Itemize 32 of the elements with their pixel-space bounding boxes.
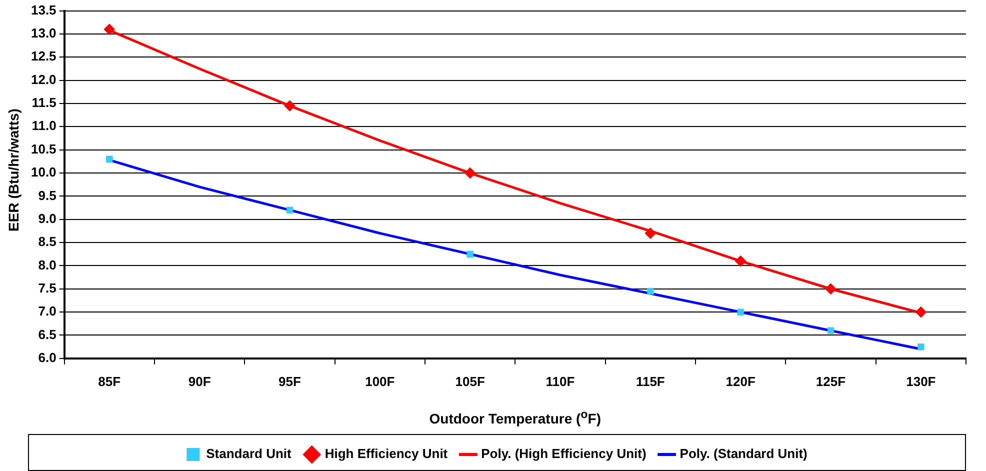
x-tick-label: 115F: [636, 374, 665, 389]
y-tick-label: 9.5: [38, 188, 56, 203]
x-tick-label: 100F: [365, 374, 395, 389]
x-tick-label: 125F: [816, 374, 846, 389]
y-tick-label: 6.5: [38, 326, 56, 342]
y-tick-label: 13.0: [30, 26, 56, 41]
y-tick-label: 6.0: [38, 350, 56, 365]
x-tick-label: 90F: [188, 374, 211, 389]
y-tick-label: 11.0: [32, 118, 56, 134]
x-axis-title: Outdoor Temperature ($^{o}$F): [428, 408, 602, 427]
y-tick-label: 7.5: [38, 280, 56, 296]
y-tick-label: 7.0: [38, 304, 56, 319]
legend-label: Poly. (Standard Unit): [680, 446, 808, 462]
x-tick-label: 85F: [98, 374, 121, 389]
y-tick-label: 10.5: [30, 141, 56, 156]
x-tick-label: 120F: [726, 374, 756, 389]
y-axis-title: EER (Btu/hr/watts): [5, 108, 22, 232]
y-tick-label: 12.5: [30, 48, 56, 64]
x-tick-label: 105F: [455, 374, 485, 389]
x-tick-label: 130F: [906, 374, 936, 389]
y-tick-label: 8.5: [38, 234, 56, 250]
legend-label: High Efficiency Unit: [324, 446, 448, 462]
x-tick-label: 110F: [546, 374, 575, 389]
legend-label: Standard Unit: [206, 446, 292, 462]
y-tick-label: 8.0: [38, 257, 56, 272]
y-tick-label: 12.0: [30, 72, 56, 87]
y-tick-label: 10.0: [30, 164, 56, 180]
y-tick-label: 9.0: [38, 210, 56, 226]
legend-label: Poly. (High Efficiency Unit): [481, 446, 646, 462]
x-tick-label: 95F: [278, 374, 301, 389]
y-tick-label: 11.5: [32, 95, 56, 110]
y-tick-label: 13.5: [30, 2, 56, 18]
